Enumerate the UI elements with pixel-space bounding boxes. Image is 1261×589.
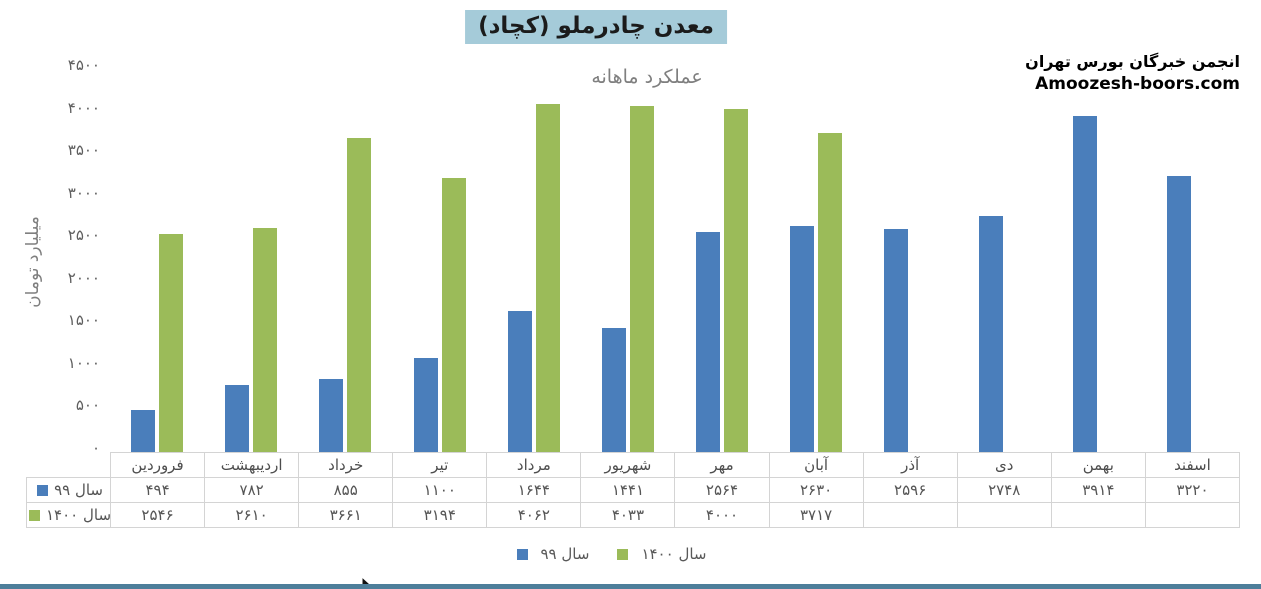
bar-year99-month-8[interactable] [790, 226, 814, 452]
branding: انجمن خبرگان بورس تهران Amoozesh-boors.c… [1025, 52, 1240, 94]
bar-year1400-month-4[interactable] [442, 178, 466, 452]
chart-data-table: فروردین اردیبهشت خرداد تیر مرداد شهریور مهر آبا… [26, 452, 1241, 528]
y-tick-label-500: ۵۰۰ [75, 396, 100, 414]
month-header-cell-2: اردیبهشت [204, 452, 300, 478]
table-header-row: فروردین اردیبهشت خرداد تیر مرداد شهریور مهر آبا… [26, 452, 1241, 478]
value-cell-year1400-month-6: ۴۰۳۳ [580, 502, 676, 528]
bar-year1400-month-3[interactable] [347, 138, 371, 452]
branding-line-fa: انجمن خبرگان بورس تهران [1025, 52, 1240, 71]
chart-subtitle: عملکرد ماهانه [591, 66, 703, 88]
table-row-year1400: سال ۱۴۰۰ ۲۵۴۶ ۲۶۱۰ ۳۶۶۱ ۳۱۹۴ ۴۰۶۲ ۴۰۳۳ ۴۰۰۰ ۳۷۱۷ [26, 502, 1241, 528]
bar-year99-month-10[interactable] [979, 216, 1003, 452]
y-tick-label-3000: ۳۰۰۰ [67, 184, 100, 202]
value-cell-year99-month-10: ۲۷۴۸ [956, 477, 1052, 503]
bar-year99-month-4[interactable] [414, 358, 438, 452]
legend-key-year99-icon [516, 548, 528, 560]
bar-year99-month-1[interactable] [131, 410, 155, 452]
value-cell-year99-month-9: ۲۵۹۶ [862, 477, 958, 503]
month-header-cell-8: آبان [768, 452, 864, 478]
bar-year99-month-3[interactable] [319, 379, 343, 452]
bar-year1400-month-8[interactable] [818, 133, 842, 452]
month-header-cell-1: فروردین [109, 452, 206, 478]
row-label-year1400: سال ۱۴۰۰ [26, 502, 111, 528]
y-tick-label-4500: ۴۵۰۰ [67, 56, 100, 74]
bar-year99-month-11[interactable] [1073, 116, 1097, 452]
value-cell-year1400-month-11 [1050, 502, 1146, 528]
month-header-cell-11: بهمن [1050, 452, 1146, 478]
y-axis-tick-labels: ۴۵۰۰ ۴۰۰۰ ۳۵۰۰ ۳۰۰۰ ۲۵۰۰ ۲۰۰۰ ۱۵۰۰ ۱۰۰۰ ۵۰۰ ۰ [0, 0, 100, 589]
value-cell-year99-month-5: ۱۶۴۴ [486, 477, 582, 503]
value-cell-year99-month-11: ۳۹۱۴ [1050, 477, 1146, 503]
month-header-cell-12: اسفند [1144, 452, 1241, 478]
value-cell-year99-month-7: ۲۵۶۴ [674, 477, 770, 503]
value-cell-year99-month-3: ۸۵۵ [298, 477, 394, 503]
series-key-year99-icon [37, 485, 49, 496]
value-cell-year1400-month-2: ۲۶۱۰ [204, 502, 300, 528]
table-corner-cell [26, 452, 111, 478]
legend: سال ۹۹ سال ۱۴۰۰ [0, 545, 1242, 563]
value-cell-year99-month-6: ۱۴۴۱ [580, 477, 676, 503]
value-cell-year1400-month-10 [956, 502, 1052, 528]
y-tick-label-4000: ۴۰۰۰ [67, 99, 100, 117]
month-header-cell-4: تیر [392, 452, 488, 478]
value-cell-year99-month-12: ۳۲۲۰ [1144, 477, 1241, 503]
value-cell-year99-month-1: ۴۹۴ [109, 477, 206, 503]
value-cell-year99-month-8: ۲۶۳۰ [768, 477, 864, 503]
bar-year1400-month-6[interactable] [630, 106, 654, 452]
value-cell-year1400-month-8: ۳۷۱۷ [768, 502, 864, 528]
value-cell-year1400-month-3: ۳۶۶۱ [298, 502, 394, 528]
bar-year99-month-12[interactable] [1167, 176, 1191, 452]
bar-year1400-month-1[interactable] [159, 234, 183, 452]
legend-label-year99: سال ۹۹ [540, 545, 590, 563]
legend-label-year1400: سال ۱۴۰۰ [641, 545, 707, 563]
legend-item-year1400[interactable]: سال ۱۴۰۰ [617, 545, 706, 563]
y-tick-label-0: ۰ [91, 439, 100, 457]
month-header-cell-9: آذر [862, 452, 958, 478]
bar-year1400-month-7[interactable] [724, 109, 748, 452]
row-label-text: سال ۱۴۰۰ [46, 506, 111, 524]
row-label-text: سال ۹۹ [54, 481, 103, 499]
y-tick-label-1000: ۱۰۰۰ [67, 354, 100, 372]
table-row-year99: سال ۹۹ ۴۹۴ ۷۸۲ ۸۵۵ ۱۱۰۰ ۱۶۴۴ ۱۴۴۱ ۲۵۶۴ ۲۶۳۰ ۲۵۹۶ ۲… [26, 477, 1241, 503]
value-cell-year1400-month-7: ۴۰۰۰ [674, 502, 770, 528]
value-cell-year1400-month-1: ۲۵۴۶ [109, 502, 206, 528]
value-cell-year1400-month-5: ۴۰۶۲ [486, 502, 582, 528]
y-tick-label-1500: ۱۵۰۰ [67, 311, 100, 329]
row-label-year99: سال ۹۹ [26, 477, 111, 503]
chart-title: معدن چادرملو (کچاد) [465, 10, 727, 44]
y-tick-label-2000: ۲۰۰۰ [67, 269, 100, 287]
plot-area [110, 66, 1240, 452]
month-header-cell-7: مهر [674, 452, 770, 478]
bar-year99-month-2[interactable] [225, 385, 249, 452]
value-cell-year1400-month-4: ۳۱۹۴ [392, 502, 488, 528]
month-header-cell-3: خرداد [298, 452, 394, 478]
month-header-cell-5: مرداد [486, 452, 582, 478]
value-cell-year1400-month-12 [1144, 502, 1241, 528]
bar-year99-month-7[interactable] [696, 232, 720, 452]
value-cell-year99-month-4: ۱۱۰۰ [392, 477, 488, 503]
legend-key-year1400-icon [617, 548, 629, 560]
bar-year99-month-9[interactable] [884, 229, 908, 452]
branding-line-en: Amoozesh-boors.com [1035, 74, 1240, 94]
bar-year99-month-6[interactable] [602, 328, 626, 452]
month-header-cell-6: شهریور [580, 452, 676, 478]
legend-item-year99[interactable]: سال ۹۹ [516, 545, 590, 563]
month-header-cell-10: دی [956, 452, 1052, 478]
bar-year99-month-5[interactable] [508, 311, 532, 452]
value-cell-year1400-month-9 [862, 502, 958, 528]
y-tick-label-3500: ۳۵۰۰ [67, 141, 100, 159]
bar-year1400-month-5[interactable] [536, 104, 560, 452]
value-cell-year99-month-2: ۷۸۲ [204, 477, 300, 503]
bar-year1400-month-2[interactable] [253, 228, 277, 452]
bottom-window-edge [0, 584, 1261, 589]
series-key-year1400-icon [29, 510, 40, 521]
y-tick-label-2500: ۲۵۰۰ [67, 226, 100, 244]
